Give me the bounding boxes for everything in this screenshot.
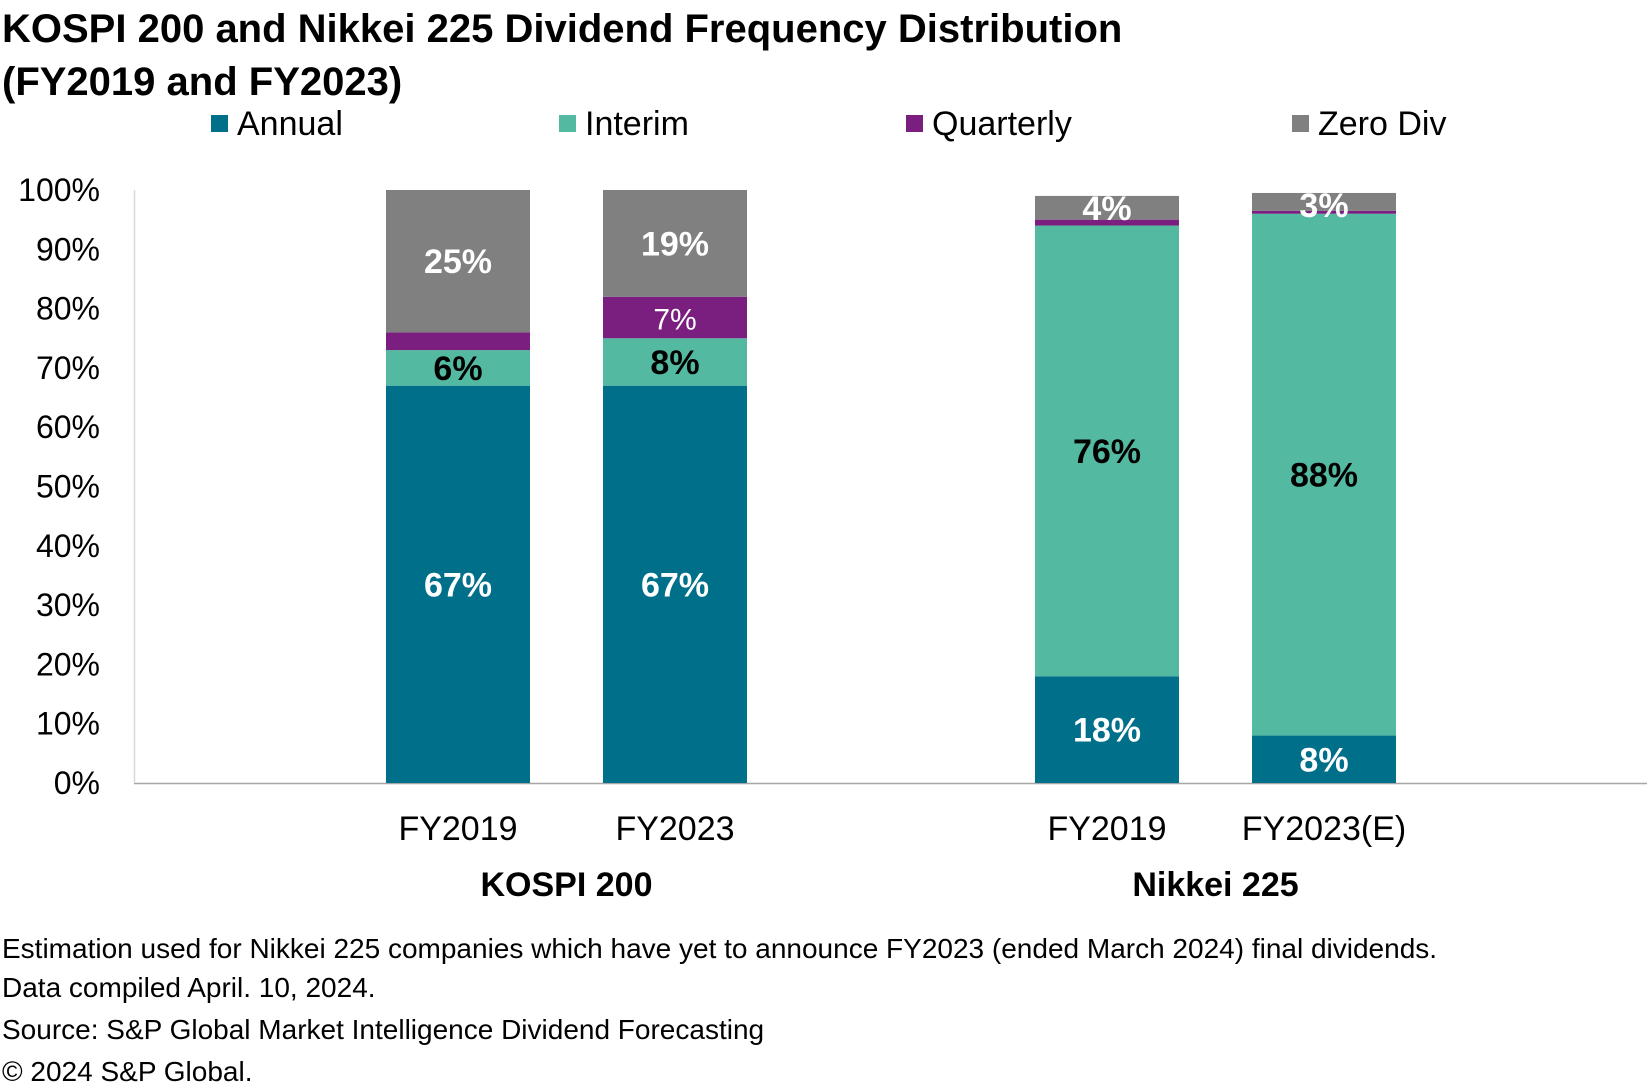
group-label: Nikkei 225: [1132, 866, 1298, 904]
x-tick-label: FY2019: [1047, 810, 1166, 848]
y-tick-label: 60%: [36, 409, 100, 445]
bar-segment-zero-div: [1252, 192, 1396, 211]
y-tick-label: 10%: [36, 706, 100, 742]
y-tick-label: 80%: [36, 291, 100, 327]
data-label: 8%: [650, 344, 699, 382]
legend-swatch-quarterly: [906, 115, 923, 132]
legend-label: Quarterly: [932, 105, 1072, 143]
x-tick-label: FY2023: [615, 810, 734, 848]
data-label: 4%: [1082, 190, 1131, 228]
bars: 67% 6% 25% 67% 8% 7% 19% 18% 76% 4% 8% 88% 3%: [386, 187, 1396, 783]
y-tick-label: 40%: [36, 528, 100, 564]
chart-title-line1: KOSPI 200 and Nikkei 225 Dividend Freque…: [2, 7, 1122, 51]
bar-segment-zero-div: [386, 190, 530, 333]
y-tick-label: 100%: [18, 172, 100, 208]
data-label: 6%: [433, 350, 482, 388]
bar-segment-zero-div: [603, 190, 747, 297]
legend-swatch-annual: [211, 115, 228, 132]
bar-segment-quarterly: [1252, 210, 1396, 214]
bar-segment-annual: [603, 385, 747, 783]
data-label: 67%: [424, 566, 492, 604]
y-axis: 0% 10% 20% 30% 40% 50% 60% 70% 80% 90% 100%: [18, 172, 100, 801]
bar-segment-quarterly: [603, 296, 747, 339]
legend: Annual Interim Quarterly Zero Div: [211, 105, 1446, 143]
x-tick-label: FY2023(E): [1242, 810, 1406, 848]
data-label: 18%: [1073, 712, 1141, 750]
bar-segment-interim: [603, 338, 747, 386]
y-tick-label: 20%: [36, 646, 100, 682]
bar-segment-annual: [386, 385, 530, 783]
legend-label: Zero Div: [1318, 105, 1446, 143]
bar-segment-interim: [1035, 225, 1179, 677]
data-label: 19%: [641, 225, 709, 263]
data-label: 88%: [1290, 457, 1358, 495]
data-label: 67%: [641, 566, 709, 604]
bar-segment-quarterly: [386, 332, 530, 351]
legend-swatch-zero-div: [1292, 115, 1309, 132]
bar-segment-quarterly: [1035, 219, 1179, 226]
data-label: 7%: [653, 303, 696, 336]
y-tick-label: 70%: [36, 350, 100, 386]
group-label: KOSPI 200: [481, 866, 653, 904]
footnote-2: Data compiled April. 10, 2024.: [2, 972, 376, 1003]
bar-segment-interim: [386, 350, 530, 386]
x-axis-labels: FY2019 FY2023 KOSPI 200 FY2019 FY2023(E) Nikk…: [398, 810, 1406, 904]
legend-swatch-interim: [559, 115, 576, 132]
y-tick-label: 30%: [36, 587, 100, 623]
data-label: 3%: [1299, 187, 1348, 225]
legend-label: Annual: [237, 105, 343, 143]
footnote-1: Estimation used for Nikkei 225 companies…: [2, 933, 1437, 964]
bar-segment-annual: [1252, 735, 1396, 783]
y-tick-label: 0%: [54, 765, 100, 801]
bar-segment-annual: [1035, 676, 1179, 783]
bar-segment-interim: [1252, 213, 1396, 736]
footnote-source: Source: S&P Global Market Intelligence D…: [2, 1014, 764, 1045]
y-tick-label: 90%: [36, 231, 100, 267]
legend-label: Interim: [585, 105, 689, 143]
footnote-copyright: © 2024 S&P Global.: [2, 1056, 253, 1087]
data-label: 8%: [1299, 741, 1348, 779]
bar-segment-zero-div: [1035, 195, 1179, 220]
chart-title-line2: (FY2019 and FY2023): [2, 60, 402, 104]
y-tick-label: 50%: [36, 469, 100, 505]
data-label: 25%: [424, 243, 492, 281]
x-tick-label: FY2019: [398, 810, 517, 848]
data-label: 76%: [1073, 433, 1141, 471]
